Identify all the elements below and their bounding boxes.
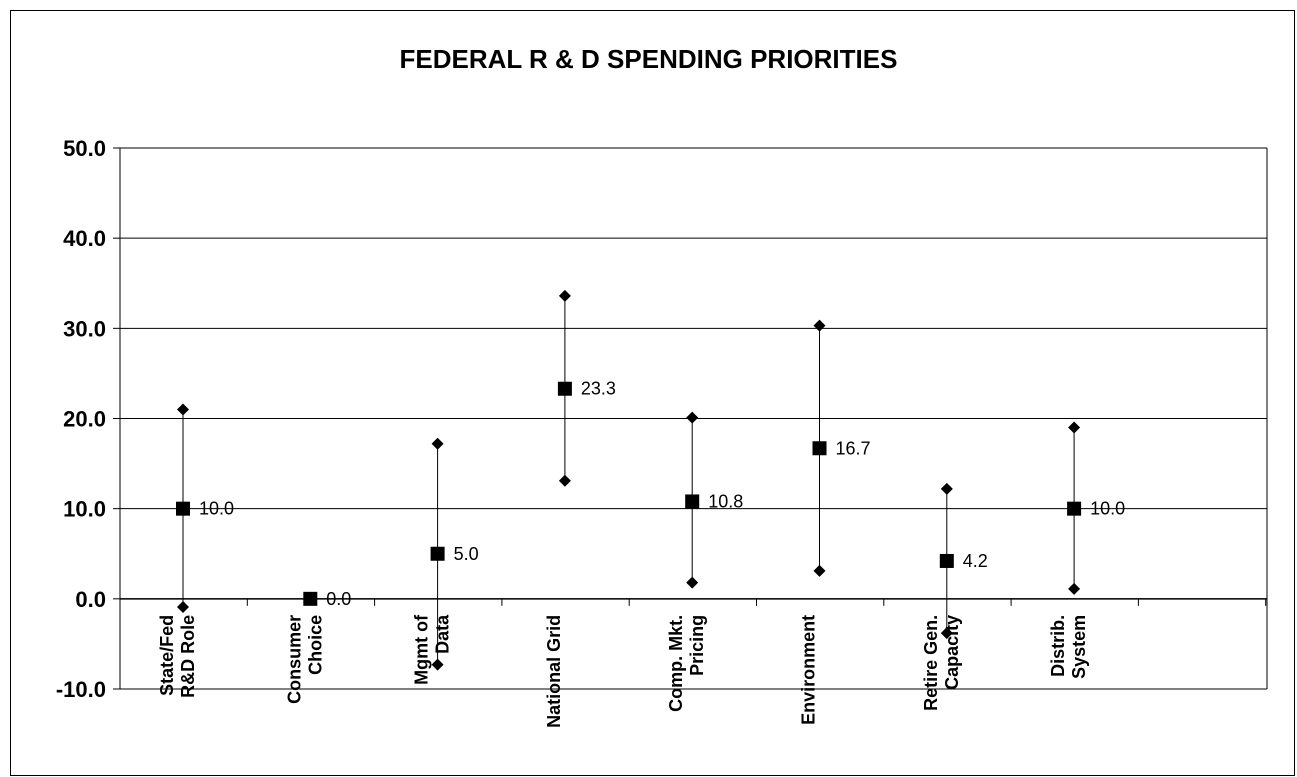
- category-label: National Grid: [544, 615, 564, 728]
- category-label: R&D Role: [178, 615, 198, 698]
- data-label: 4.2: [963, 551, 988, 571]
- category-label: Consumer: [284, 615, 304, 704]
- high-marker: [686, 411, 699, 424]
- category-label: Capacity: [942, 615, 962, 690]
- category-label: Mgmt of: [412, 614, 432, 685]
- category-label: System: [1069, 615, 1089, 679]
- low-marker: [1068, 582, 1081, 595]
- mean-marker: [430, 546, 445, 561]
- high-marker: [431, 437, 444, 450]
- mean-marker: [557, 381, 572, 396]
- category-label: Retire Gen.: [921, 615, 941, 711]
- y-tick-label: 20.0: [63, 407, 106, 432]
- category-label: Data: [433, 614, 453, 654]
- data-label: 16.7: [836, 438, 871, 458]
- low-marker: [813, 564, 826, 577]
- mean-marker: [176, 501, 190, 516]
- high-marker: [177, 403, 189, 416]
- mean-marker: [1067, 501, 1082, 516]
- y-tick-label: 10.0: [63, 497, 106, 522]
- data-label: 10.0: [199, 499, 234, 519]
- mean-marker: [685, 494, 700, 509]
- mean-marker: [303, 591, 318, 606]
- low-marker: [177, 600, 189, 613]
- chart-frame: [10, 10, 1295, 776]
- low-marker: [686, 576, 699, 589]
- y-tick-label: -10.0: [56, 677, 106, 702]
- data-label: 23.3: [581, 379, 616, 399]
- low-marker: [940, 627, 953, 640]
- y-tick-label: 30.0: [63, 316, 106, 341]
- category-label: Distrib.: [1048, 615, 1068, 677]
- category-label: Pricing: [687, 615, 707, 676]
- data-label: 10.8: [708, 491, 743, 511]
- category-label: Environment: [799, 615, 819, 725]
- y-tick-label: 40.0: [63, 226, 106, 251]
- y-tick-label: 0.0: [75, 587, 106, 612]
- low-marker: [431, 658, 444, 671]
- data-label: 10.0: [1090, 499, 1125, 519]
- y-tick-label: 50.0: [63, 136, 106, 161]
- data-label: 5.0: [454, 544, 479, 564]
- high-marker: [940, 482, 953, 495]
- category-label: Choice: [305, 615, 325, 675]
- category-label: Comp. Mkt.: [666, 615, 686, 712]
- high-marker: [813, 319, 826, 332]
- high-marker: [558, 289, 571, 302]
- high-marker: [1068, 421, 1081, 434]
- category-label: State/Fed: [157, 615, 177, 696]
- mean-marker: [939, 553, 954, 568]
- data-label: 0.0: [326, 589, 351, 609]
- mean-marker: [812, 441, 827, 456]
- chart-title: FEDERAL R & D SPENDING PRIORITIES: [399, 44, 898, 74]
- low-marker: [558, 474, 571, 487]
